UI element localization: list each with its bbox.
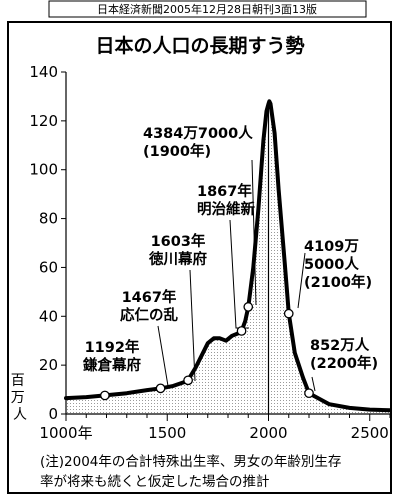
source-line: 日本経済新聞2005年12月28日朝刊3面13版 xyxy=(97,2,317,16)
y-tick-label: 80 xyxy=(39,210,58,228)
x-tick-label: 1000年 xyxy=(39,424,92,442)
annotation-label: 4384万7000人(1900年) xyxy=(143,125,253,160)
annotation-label: 1467年応仁の乱 xyxy=(120,288,178,324)
data-point-marker xyxy=(183,375,193,386)
y-axis-ticks: 0 20 40 60 80 100 120 140 xyxy=(29,63,66,423)
annotation-labels: 1192年鎌倉幕府 1467年応仁の乱 1603年徳川幕府 1867年明治維新 4384… xyxy=(82,125,378,374)
y-axis-unit: 百 万 人 xyxy=(11,373,29,423)
y-tick-label: 40 xyxy=(39,307,58,325)
data-point-marker xyxy=(243,302,254,312)
annotation-leader xyxy=(251,159,257,306)
y-tick-label: 100 xyxy=(29,161,58,179)
source-box xyxy=(48,0,367,18)
annotation-label: 1192年鎌倉幕府 xyxy=(82,338,141,374)
annotation-label: 1603年徳川幕府 xyxy=(148,232,207,268)
x-tick-label: 1500 xyxy=(148,424,186,442)
footnote-line-1: (注)2004年の合計特殊出生率、男女の年齢別生存 xyxy=(40,453,341,470)
data-point-marker xyxy=(155,383,166,394)
annotation-leader xyxy=(157,325,169,387)
data-point-marker xyxy=(283,308,294,319)
chart-frame xyxy=(7,21,392,494)
y-tick-label: 60 xyxy=(39,258,58,276)
x-tick-label: 2500 xyxy=(351,424,389,442)
annotation-label: 4109万 5000人(2100年) xyxy=(304,238,372,291)
x-axis-ticks: 1000年 1500 2000 2500 xyxy=(39,414,391,442)
data-point-marker xyxy=(100,390,110,401)
data-point-marker xyxy=(236,326,247,336)
footnote-line-2: 率が将来も続くと仮定した場合の推計 xyxy=(40,473,270,490)
y-tick-label: 20 xyxy=(39,356,58,374)
y-tick-label: 120 xyxy=(29,112,58,130)
population-area xyxy=(66,101,390,415)
annotation-leader xyxy=(189,269,196,382)
annotation-label: 1867年明治維新 xyxy=(197,182,255,218)
x-tick-label: 2000 xyxy=(249,424,287,442)
annotation-markers xyxy=(100,302,314,401)
plot-area: 1192年鎌倉幕府 1467年応仁の乱 1603年徳川幕府 1867年明治維新 4384… xyxy=(29,63,392,442)
population-line xyxy=(64,99,392,413)
y-tick-label: 0 xyxy=(48,405,58,423)
annotation-leader xyxy=(311,376,316,392)
y-tick-label: 140 xyxy=(29,63,58,81)
annotation-label: 852万人(2200年) xyxy=(310,337,378,372)
data-point-marker xyxy=(304,388,314,399)
chart-title: 日本の人口の長期すう勢 xyxy=(95,34,304,57)
annotation-leader xyxy=(297,252,306,309)
